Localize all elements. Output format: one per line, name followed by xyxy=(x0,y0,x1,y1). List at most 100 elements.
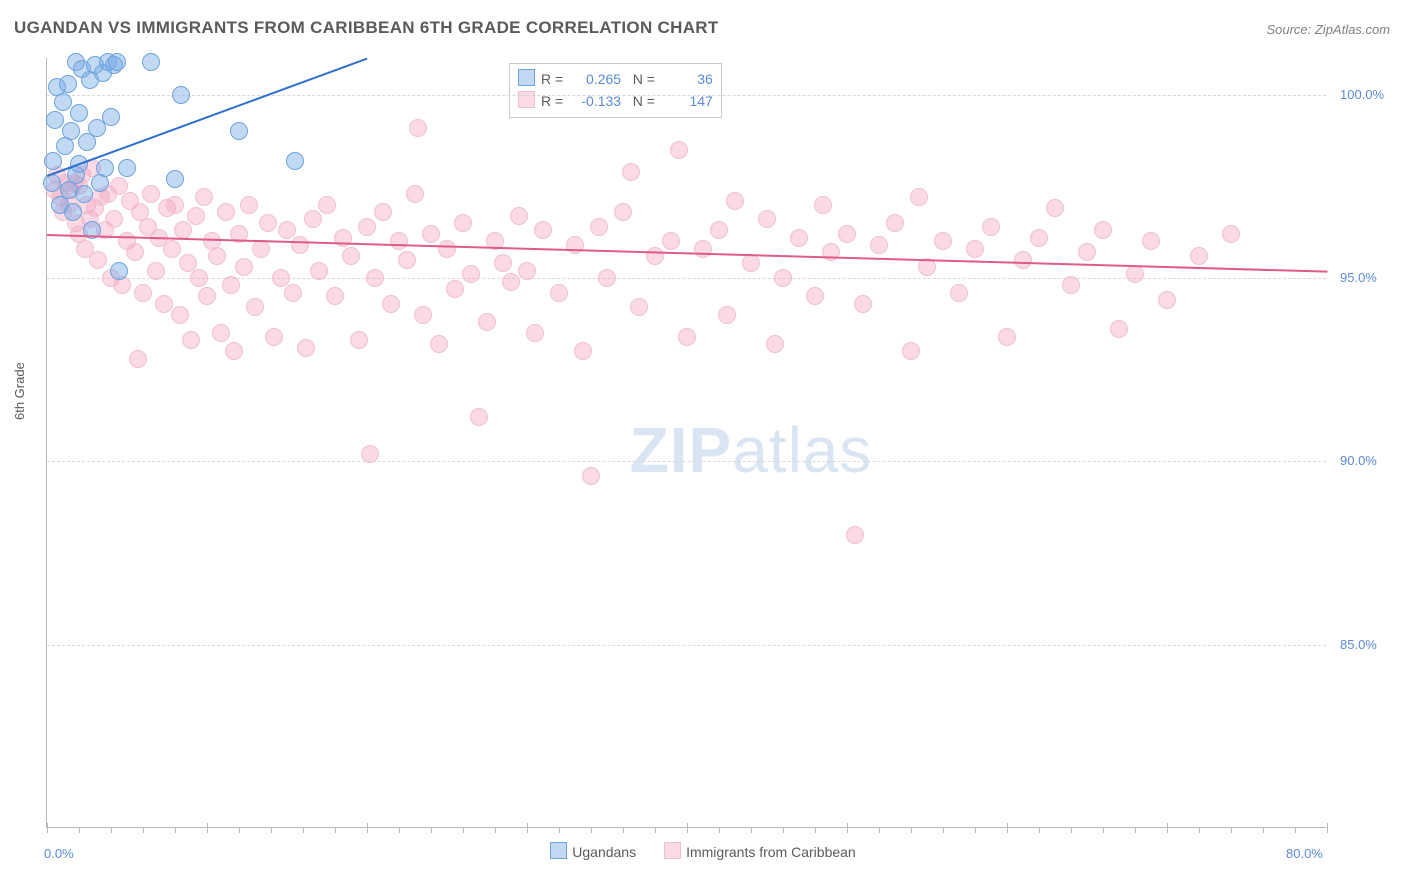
point-caribbean xyxy=(265,328,283,346)
point-caribbean xyxy=(1222,225,1240,243)
point-ugandan xyxy=(64,203,82,221)
legend-item: Immigrants from Caribbean xyxy=(664,844,856,860)
x-tick xyxy=(975,827,976,833)
x-tick xyxy=(79,827,80,833)
point-caribbean xyxy=(105,210,123,228)
x-tick xyxy=(559,827,560,833)
point-caribbean xyxy=(726,192,744,210)
point-caribbean xyxy=(430,335,448,353)
point-caribbean xyxy=(934,232,952,250)
point-caribbean xyxy=(318,196,336,214)
point-caribbean xyxy=(284,284,302,302)
point-caribbean xyxy=(1126,265,1144,283)
point-ugandan xyxy=(142,53,160,71)
point-caribbean xyxy=(718,306,736,324)
x-tick xyxy=(495,827,496,833)
stat-legend-row: R = 0.265 N = 36 xyxy=(518,68,713,90)
point-caribbean xyxy=(166,196,184,214)
point-caribbean xyxy=(278,221,296,239)
point-caribbean xyxy=(155,295,173,313)
point-ugandan xyxy=(59,75,77,93)
point-caribbean xyxy=(195,188,213,206)
point-caribbean xyxy=(187,207,205,225)
point-caribbean xyxy=(438,240,456,258)
point-caribbean xyxy=(806,287,824,305)
point-ugandan xyxy=(108,53,126,71)
point-caribbean xyxy=(966,240,984,258)
x-tick xyxy=(47,823,48,833)
point-caribbean xyxy=(630,298,648,316)
point-caribbean xyxy=(982,218,1000,236)
point-caribbean xyxy=(190,269,208,287)
point-caribbean xyxy=(398,251,416,269)
gridline xyxy=(47,461,1326,462)
point-caribbean xyxy=(590,218,608,236)
x-tick xyxy=(1167,823,1168,833)
point-caribbean xyxy=(510,207,528,225)
point-caribbean xyxy=(1030,229,1048,247)
point-caribbean xyxy=(534,221,552,239)
point-ugandan xyxy=(62,122,80,140)
point-caribbean xyxy=(758,210,776,228)
point-caribbean xyxy=(342,247,360,265)
point-ugandan xyxy=(54,93,72,111)
x-tick xyxy=(591,827,592,833)
x-tick xyxy=(1007,823,1008,833)
x-tick xyxy=(431,827,432,833)
point-caribbean xyxy=(494,254,512,272)
point-caribbean xyxy=(550,284,568,302)
point-caribbean xyxy=(142,185,160,203)
source-attribution: Source: ZipAtlas.com xyxy=(1266,22,1390,37)
x-tick xyxy=(175,827,176,833)
point-caribbean xyxy=(1046,199,1064,217)
point-caribbean xyxy=(304,210,322,228)
point-caribbean xyxy=(163,240,181,258)
point-caribbean xyxy=(454,214,472,232)
point-caribbean xyxy=(854,295,872,313)
point-caribbean xyxy=(366,269,384,287)
point-caribbean xyxy=(222,276,240,294)
gridline xyxy=(47,95,1326,96)
x-tick xyxy=(751,827,752,833)
point-caribbean xyxy=(182,331,200,349)
point-caribbean xyxy=(198,287,216,305)
point-caribbean xyxy=(259,214,277,232)
point-caribbean xyxy=(814,196,832,214)
point-caribbean xyxy=(518,262,536,280)
y-tick-label: 90.0% xyxy=(1340,453,1377,468)
point-caribbean xyxy=(662,232,680,250)
legend-swatch xyxy=(664,842,681,859)
point-caribbean xyxy=(326,287,344,305)
point-caribbean xyxy=(361,445,379,463)
point-ugandan xyxy=(102,108,120,126)
point-ugandan xyxy=(286,152,304,170)
point-caribbean xyxy=(390,232,408,250)
chart-title: UGANDAN VS IMMIGRANTS FROM CARIBBEAN 6TH… xyxy=(14,18,719,38)
point-caribbean xyxy=(774,269,792,287)
point-caribbean xyxy=(374,203,392,221)
point-ugandan xyxy=(172,86,190,104)
x-tick xyxy=(463,827,464,833)
y-tick-label: 85.0% xyxy=(1340,637,1377,652)
point-caribbean xyxy=(1158,291,1176,309)
y-tick-label: 95.0% xyxy=(1340,270,1377,285)
point-ugandan xyxy=(110,262,128,280)
point-caribbean xyxy=(574,342,592,360)
x-tick xyxy=(1231,827,1232,833)
plot-area: ZIPatlas R = 0.265 N = 36R = -0.133 N = … xyxy=(46,58,1326,828)
x-tick xyxy=(207,823,208,833)
gridline xyxy=(47,645,1326,646)
x-tick xyxy=(1071,827,1072,833)
point-caribbean xyxy=(502,273,520,291)
point-caribbean xyxy=(1142,232,1160,250)
x-tick xyxy=(623,827,624,833)
point-caribbean xyxy=(134,284,152,302)
point-caribbean xyxy=(470,408,488,426)
x-tick xyxy=(1039,827,1040,833)
point-caribbean xyxy=(870,236,888,254)
point-caribbean xyxy=(838,225,856,243)
x-tick xyxy=(911,827,912,833)
point-caribbean xyxy=(409,119,427,137)
x-tick xyxy=(847,823,848,833)
point-caribbean xyxy=(1110,320,1128,338)
